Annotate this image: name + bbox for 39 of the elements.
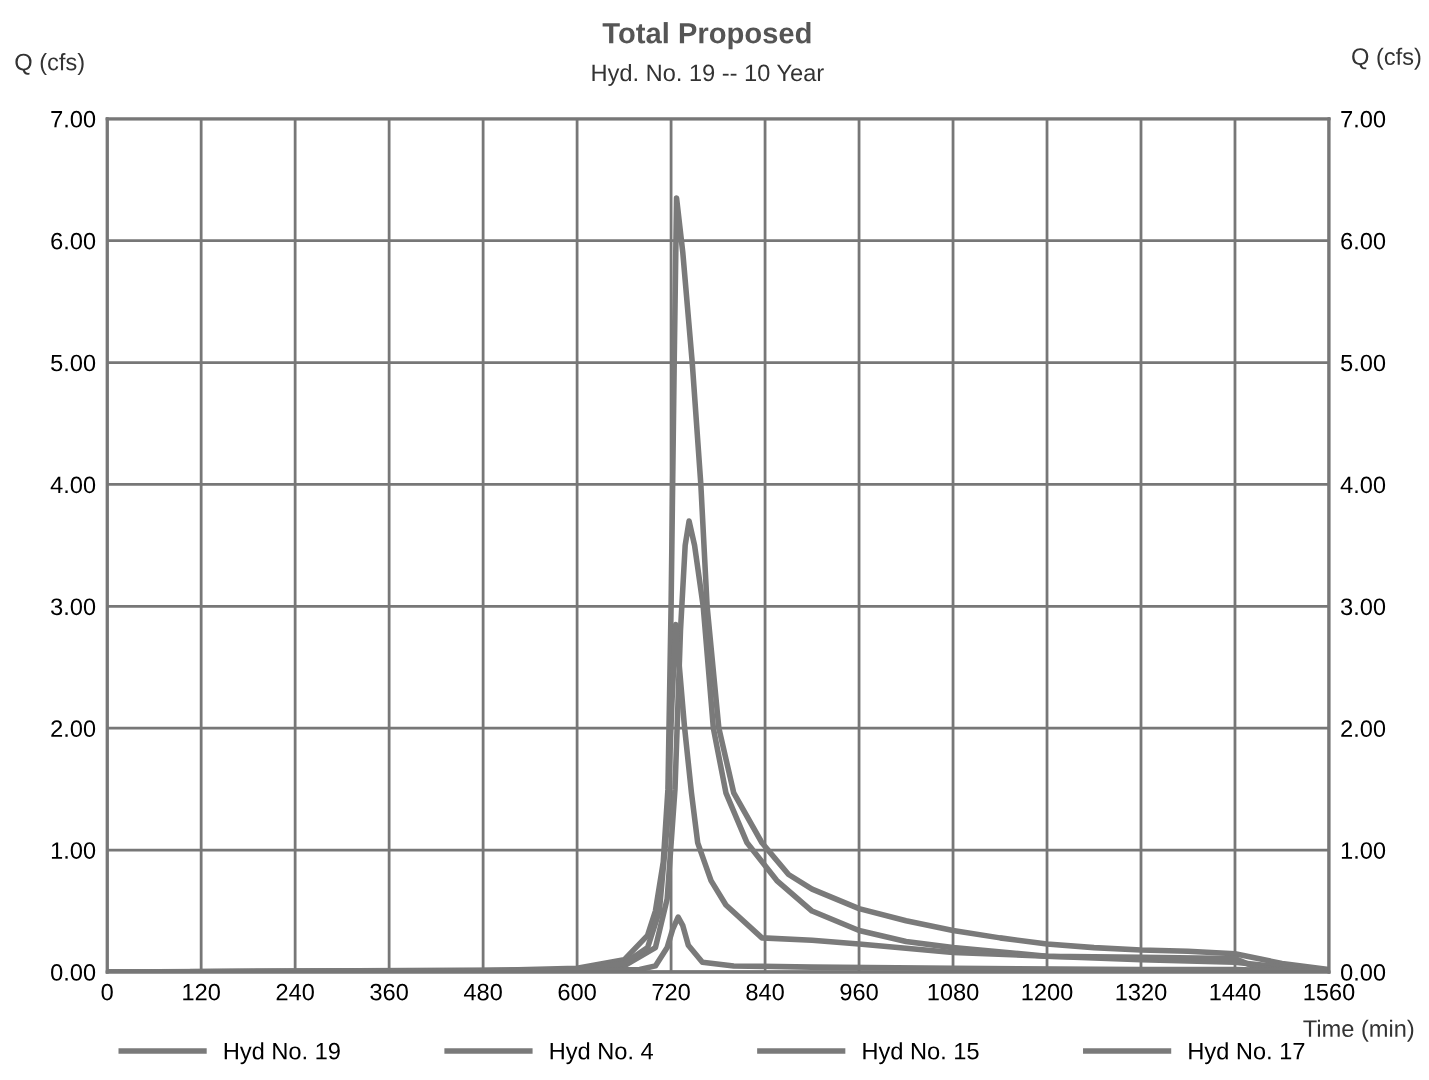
y-tick-label: 1.00	[51, 842, 96, 859]
y2-tick-label: 6.00	[1341, 232, 1386, 250]
y-tick-label: 3.00	[51, 598, 96, 616]
y-tick-label: 5.00	[51, 354, 96, 372]
x-tick-label: 0	[101, 983, 113, 1001]
legend-label: Hyd No. 4	[550, 1042, 653, 1065]
x-tick-label: 360	[370, 983, 408, 1001]
x-tick-label: 720	[652, 983, 690, 1001]
y-axis-title: Q (cfs)	[15, 53, 84, 76]
x-tick-label: 600	[558, 983, 596, 1001]
x-tick-label: 120	[183, 983, 220, 1001]
y2-axis-title: Q (cfs)	[1352, 47, 1421, 70]
y-tick-label: 4.00	[50, 476, 96, 494]
x-tick-label: 240	[276, 983, 314, 1001]
y2-tick-label: 3.00	[1340, 598, 1386, 616]
legend-label: Hyd No. 19	[224, 1042, 340, 1065]
x-tick-label: 1440	[1210, 983, 1261, 1001]
y2-tick-label: 2.00	[1341, 720, 1386, 738]
chart-title: Total Proposed	[602, 22, 811, 50]
y-tick-label: 2.00	[51, 720, 96, 738]
y-tick-label: 6.00	[51, 232, 96, 250]
x-axis-title: Time (min)	[1303, 1019, 1414, 1042]
y-tick-label: 7.00	[51, 110, 96, 128]
y2-tick-label: 5.00	[1341, 354, 1386, 372]
y2-tick-label: 0.00	[1341, 964, 1386, 981]
y2-tick-label: 7.00	[1341, 110, 1386, 128]
legend-label: Hyd No. 15	[863, 1042, 979, 1065]
y2-tick-label: 4.00	[1340, 476, 1386, 494]
legend-label: Hyd No. 17	[1189, 1042, 1305, 1065]
x-tick-label: 1200	[1022, 983, 1073, 1001]
chart-subtitle: Hyd. No. 19 -- 10 Year	[592, 63, 824, 86]
y2-tick-label: 1.00	[1341, 842, 1386, 859]
x-tick-label: 1320	[1116, 983, 1167, 1001]
x-tick-label: 960	[840, 983, 878, 1001]
x-tick-label: 840	[746, 983, 784, 1001]
y-tick-label: 0.00	[51, 964, 96, 981]
x-tick-label: 1560	[1304, 983, 1355, 1001]
x-tick-label: 480	[463, 983, 502, 1001]
x-tick-label: 1080	[928, 983, 979, 1001]
